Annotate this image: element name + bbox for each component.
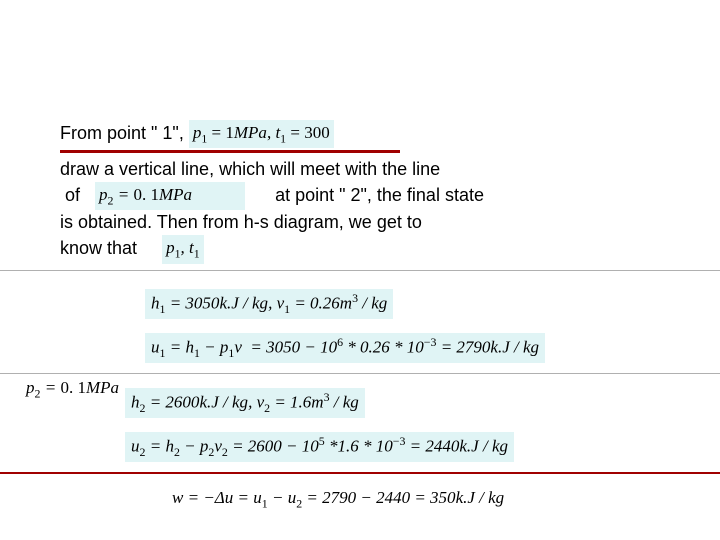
text-know-that: know that: [60, 238, 137, 258]
formula-w: w = −Δu = u1 − u2 = 2790 − 2440 = 350k.J…: [172, 488, 504, 511]
formula-u2: u2 = h2 − p2v2 = 2600 − 105 *1.6 * 10−3 …: [125, 432, 514, 462]
formula-p1-t1: p1 = 1MPa, t1 = 300: [189, 120, 334, 148]
rule-gray-2: [0, 373, 720, 374]
formula-p2-absolute: p2 = 0. 1MPa: [26, 378, 119, 401]
text-at-point-2: at point " 2", the final state: [275, 185, 484, 205]
formula-h2-v2: h2 = 2600k.J / kg, v2 = 1.6m3 / kg: [125, 388, 365, 418]
paragraph-line-2: draw a vertical line, which will meet wi…: [60, 157, 660, 182]
formula-u1: u1 = h1 − p1v = 3050 − 106 * 0.26 * 10−3…: [145, 333, 545, 363]
equation-block-1: h1 = 3050k.J / kg, v1 = 0.26m3 / kg u1 =…: [0, 277, 720, 367]
equation-final: w = −Δu = u1 − u2 = 2790 − 2440 = 350k.J…: [0, 482, 720, 511]
formula-p2-inline: p2 = 0. 1MPa: [95, 182, 245, 210]
paragraph-line-5: know that p1, t1: [60, 235, 660, 263]
paragraph-line-4: is obtained. Then from h-s diagram, we g…: [60, 210, 660, 235]
text-from-point: From point " 1",: [60, 123, 184, 143]
rule-red-short: [60, 150, 400, 153]
formula-h1-v1: h1 = 3050k.J / kg, v1 = 0.26m3 / kg: [145, 289, 393, 319]
paragraph-line-3: of p2 = 0. 1MPa at point " 2", the final…: [60, 182, 660, 210]
rule-gray-1: [0, 270, 720, 271]
formula-p1t1-ref: p1, t1: [162, 235, 204, 263]
paragraph-line-1: From point " 1", p1 = 1MPa, t1 = 300: [60, 120, 660, 148]
rule-red-full: [0, 472, 720, 474]
text-of: of: [65, 185, 80, 205]
